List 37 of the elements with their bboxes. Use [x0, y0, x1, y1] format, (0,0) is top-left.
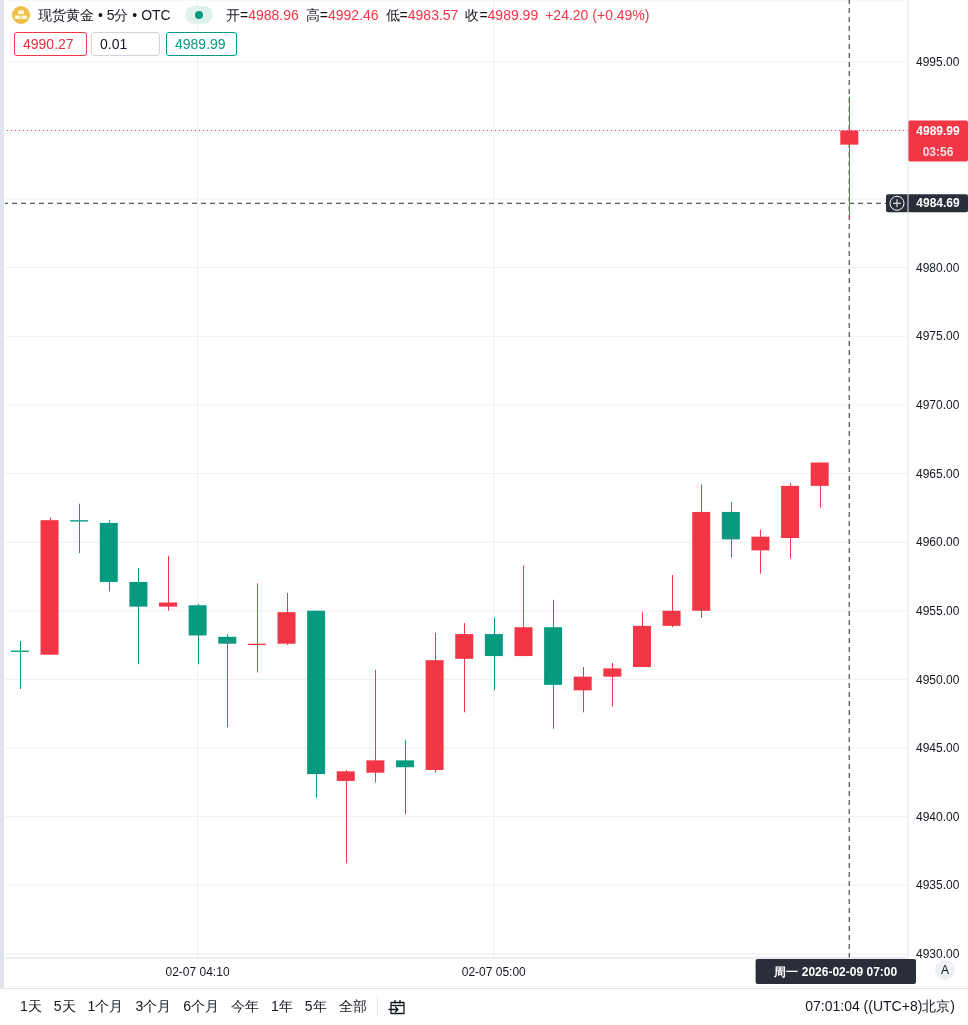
sell-field: 4990.27	[14, 32, 87, 56]
text: 07:01:04 ((UTC+8)北京)	[805, 998, 956, 1016]
annotation: 高=4992.46	[305, 7, 379, 23]
text: 现货黄金 • 5分 • OTC	[38, 6, 171, 24]
ref-line-label: 4989.99 03:56	[916, 123, 961, 159]
text: 5年	[304, 998, 327, 1016]
ref-line-label: 4984.69	[916, 196, 961, 211]
y-tick-label: 4995.00	[916, 54, 960, 69]
text: 3个月	[135, 998, 172, 1016]
round-button: A	[935, 960, 955, 980]
annotation: +24.20 (+0.49%)	[545, 7, 650, 23]
text: 6个月	[183, 998, 219, 1016]
text: 1个月	[87, 998, 124, 1016]
y-tick-label: 4970.00	[916, 398, 960, 413]
y-tick-label: 4935.00	[916, 878, 960, 893]
text: 5天	[53, 998, 76, 1016]
annotation: 收=4989.99	[465, 7, 539, 23]
x-tick-label: 周一 2026-02-09 07:00	[773, 965, 898, 980]
annotation: 开=4988.96	[226, 7, 299, 23]
y-tick-label: 4965.00	[916, 466, 960, 481]
y-tick-label: 4945.00	[916, 741, 960, 756]
text: 1天	[20, 998, 42, 1016]
annotation: 低=4983.57	[385, 7, 459, 23]
x-tick-label: 02-07 04:10	[165, 965, 230, 980]
y-tick-label: 4975.00	[916, 329, 960, 344]
y-tick-label: 4980.00	[916, 260, 960, 275]
buy-field: 4989.99	[166, 32, 237, 56]
text: 1年	[270, 998, 293, 1016]
amount-field: 0.01	[91, 32, 160, 56]
x-tick-label: 02-07 05:00	[461, 965, 527, 980]
text: 今年	[230, 998, 259, 1016]
text: 全部	[338, 998, 367, 1016]
y-tick-label: 4960.00	[916, 535, 960, 550]
y-tick-label: 4950.00	[916, 672, 960, 687]
y-tick-label: 4940.00	[916, 809, 960, 824]
y-tick-label: 4955.00	[916, 603, 960, 618]
y-tick-label: 4930.00	[916, 947, 960, 962]
